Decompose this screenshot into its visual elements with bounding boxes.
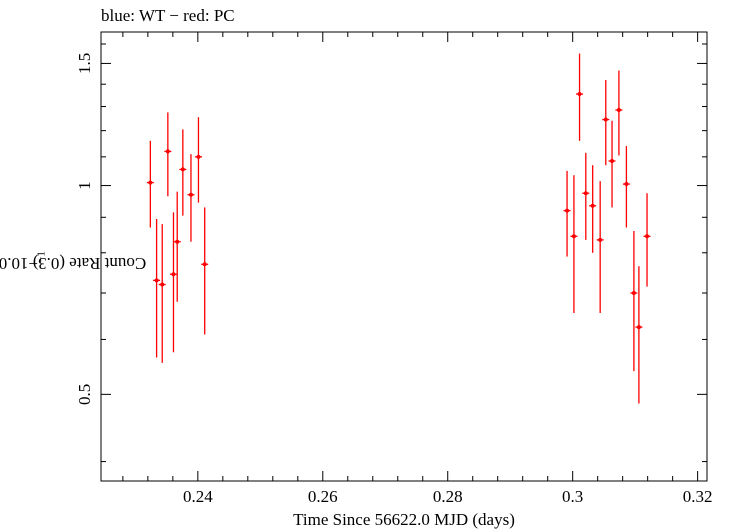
data-marker <box>180 167 185 172</box>
data-point <box>643 193 651 287</box>
data-marker <box>583 191 588 196</box>
data-point <box>635 266 643 404</box>
data-marker <box>610 158 615 163</box>
data-marker <box>636 325 641 330</box>
data-marker <box>645 234 650 239</box>
y-tick-label: 0.5 <box>75 384 94 405</box>
y-axis-label-main: Count Rate (0.3−10.0 keV)(cts s <box>0 253 147 273</box>
data-marker <box>603 117 608 122</box>
data-point <box>153 218 161 358</box>
data-point <box>173 191 181 302</box>
data-marker <box>571 234 576 239</box>
data-point <box>615 70 623 156</box>
data-marker <box>148 180 153 185</box>
data-marker <box>160 282 165 287</box>
data-point <box>164 112 172 197</box>
data-point <box>570 175 578 314</box>
x-tick-label: 0.28 <box>433 487 463 506</box>
data-marker <box>631 290 636 295</box>
data-point <box>146 140 154 228</box>
data-point <box>158 224 166 363</box>
data-marker <box>154 278 159 283</box>
data-marker <box>196 154 201 159</box>
data-point <box>194 117 202 203</box>
data-marker <box>624 182 629 187</box>
data-point <box>596 181 604 314</box>
data-point <box>630 230 638 372</box>
data-marker <box>175 239 180 244</box>
data-point <box>187 154 195 242</box>
x-tick-label: 0.32 <box>683 487 713 506</box>
y-tick-label: 1.5 <box>75 53 94 74</box>
data-point <box>576 53 584 141</box>
data-point <box>169 212 177 353</box>
data-series <box>146 53 651 404</box>
chart-title: blue: WT − red: PC <box>101 6 235 25</box>
x-tick-label: 0.24 <box>183 487 213 506</box>
data-marker <box>165 149 170 154</box>
y-axis-label-close: ) <box>32 253 39 273</box>
data-point <box>179 129 187 216</box>
data-point <box>582 152 590 240</box>
x-tick-label: 0.3 <box>562 487 583 506</box>
data-marker <box>202 262 207 267</box>
data-point <box>608 120 616 208</box>
y-tick-label: 1 <box>75 181 94 190</box>
data-marker <box>188 192 193 197</box>
axis-tick-labels: 0.24 0.26 0.28 0.3 0.32 0.5 1 1.5 <box>75 53 713 506</box>
plot-frame <box>100 31 708 482</box>
data-point <box>589 165 597 253</box>
data-marker <box>577 92 582 97</box>
data-marker <box>616 108 621 113</box>
data-marker <box>565 208 570 213</box>
axis-ticks <box>101 32 707 481</box>
data-point <box>602 79 610 166</box>
x-axis-label: Time Since 56622.0 MJD (days) <box>293 510 515 529</box>
data-marker <box>171 272 176 277</box>
data-marker <box>598 237 603 242</box>
data-point <box>622 146 630 228</box>
data-point <box>563 170 571 257</box>
data-point <box>201 207 209 335</box>
x-tick-label: 0.26 <box>308 487 338 506</box>
data-marker <box>590 203 595 208</box>
